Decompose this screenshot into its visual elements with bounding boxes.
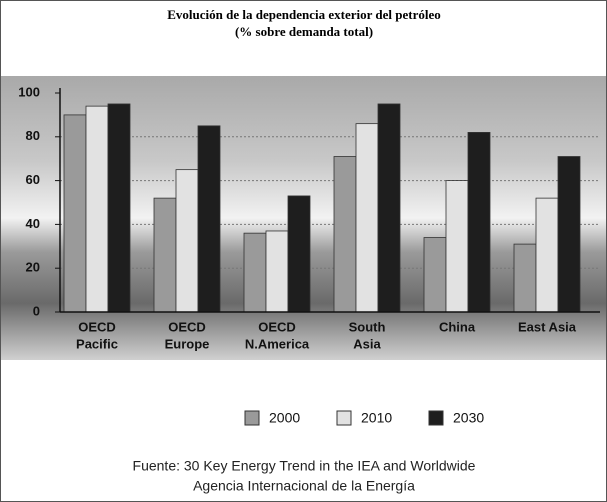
y-tick-label: 20: [26, 260, 40, 275]
x-tick-label: China: [439, 319, 476, 334]
bar: [557, 156, 581, 313]
bar: [467, 132, 491, 313]
chart-subtitle: (% sobre demanda total): [235, 24, 373, 39]
x-tick-label: OECD: [78, 319, 116, 334]
bar: [377, 103, 401, 313]
bar: [423, 237, 447, 313]
bar: [85, 105, 109, 313]
bar: [107, 103, 131, 313]
bar: [265, 230, 289, 313]
source: Agencia Internacional de la Energía: [193, 478, 415, 494]
bar: [197, 125, 221, 313]
y-tick-label: 100: [18, 84, 40, 99]
bar: [287, 195, 311, 313]
bar: [355, 123, 379, 313]
bar: [63, 114, 87, 313]
legend-swatch: [244, 410, 260, 426]
legend-label: 2010: [361, 410, 392, 426]
x-tick-label: East Asia: [518, 319, 577, 334]
x-tick-label: South: [349, 319, 386, 334]
bar: [243, 232, 267, 313]
bar: [535, 197, 559, 313]
x-tick-label: Europe: [165, 336, 210, 351]
y-tick-label: 40: [26, 216, 40, 231]
bar: [445, 180, 469, 313]
legend-swatch: [336, 410, 352, 426]
y-tick-label: 60: [26, 172, 40, 187]
bar: [513, 243, 537, 313]
x-tick-label: Asia: [353, 336, 381, 351]
x-tick-label: OECD: [168, 319, 206, 334]
y-tick-label: 0: [33, 303, 40, 318]
x-tick-label: N.America: [245, 336, 310, 351]
bar: [175, 169, 199, 313]
y-tick-label: 80: [26, 128, 40, 143]
source: Fuente: 30 Key Energy Trend in the IEA a…: [133, 458, 476, 474]
legend-swatch: [428, 410, 444, 426]
legend-label: 2000: [269, 410, 300, 426]
legend-label: 2030: [453, 410, 484, 426]
bar: [153, 197, 177, 313]
x-tick-label: Pacific: [76, 336, 118, 351]
x-tick-label: OECD: [258, 319, 296, 334]
bar: [333, 156, 357, 313]
chart-title: Evolución de la dependencia exterior del…: [167, 7, 440, 22]
